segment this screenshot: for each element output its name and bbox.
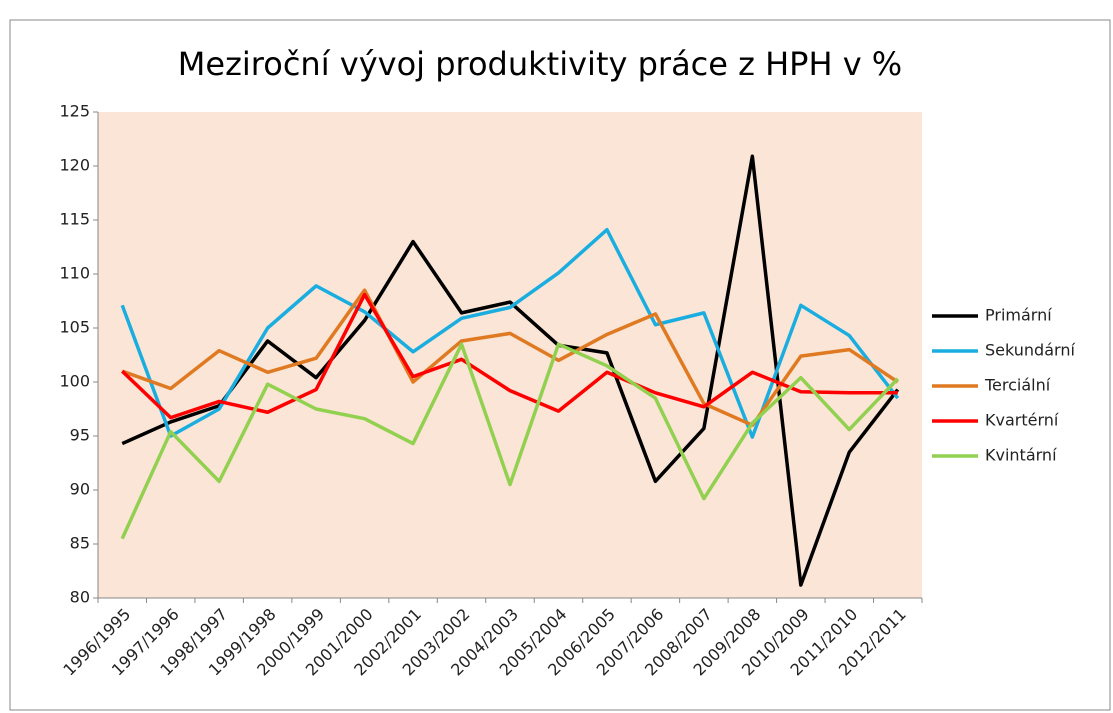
y-tick-label: 120 — [59, 156, 90, 175]
plot-area — [98, 112, 922, 598]
y-tick-label: 95 — [70, 426, 90, 445]
series-line — [121, 288, 899, 427]
y-tick-label: 80 — [70, 588, 90, 607]
y-tick-label: 115 — [59, 210, 90, 229]
legend-label: Primární — [985, 306, 1052, 325]
series-line — [121, 154, 900, 587]
series-line — [121, 292, 898, 420]
series-line — [120, 227, 900, 439]
chart-title: Meziroční vývoj produktivity práce z HPH… — [178, 45, 902, 83]
legend-label: Sekundární — [985, 341, 1075, 360]
legend-label: Terciální — [984, 376, 1051, 395]
legend-label: Kvartérní — [985, 411, 1059, 430]
y-tick-label: 90 — [70, 480, 90, 499]
series-line — [120, 342, 900, 540]
y-tick-label: 125 — [59, 102, 90, 121]
y-tick-label: 100 — [59, 372, 90, 391]
y-tick-label: 85 — [70, 534, 90, 553]
legend-label: Kvintární — [985, 446, 1057, 465]
y-tick-label: 105 — [59, 318, 90, 337]
y-tick-label: 110 — [59, 264, 90, 283]
